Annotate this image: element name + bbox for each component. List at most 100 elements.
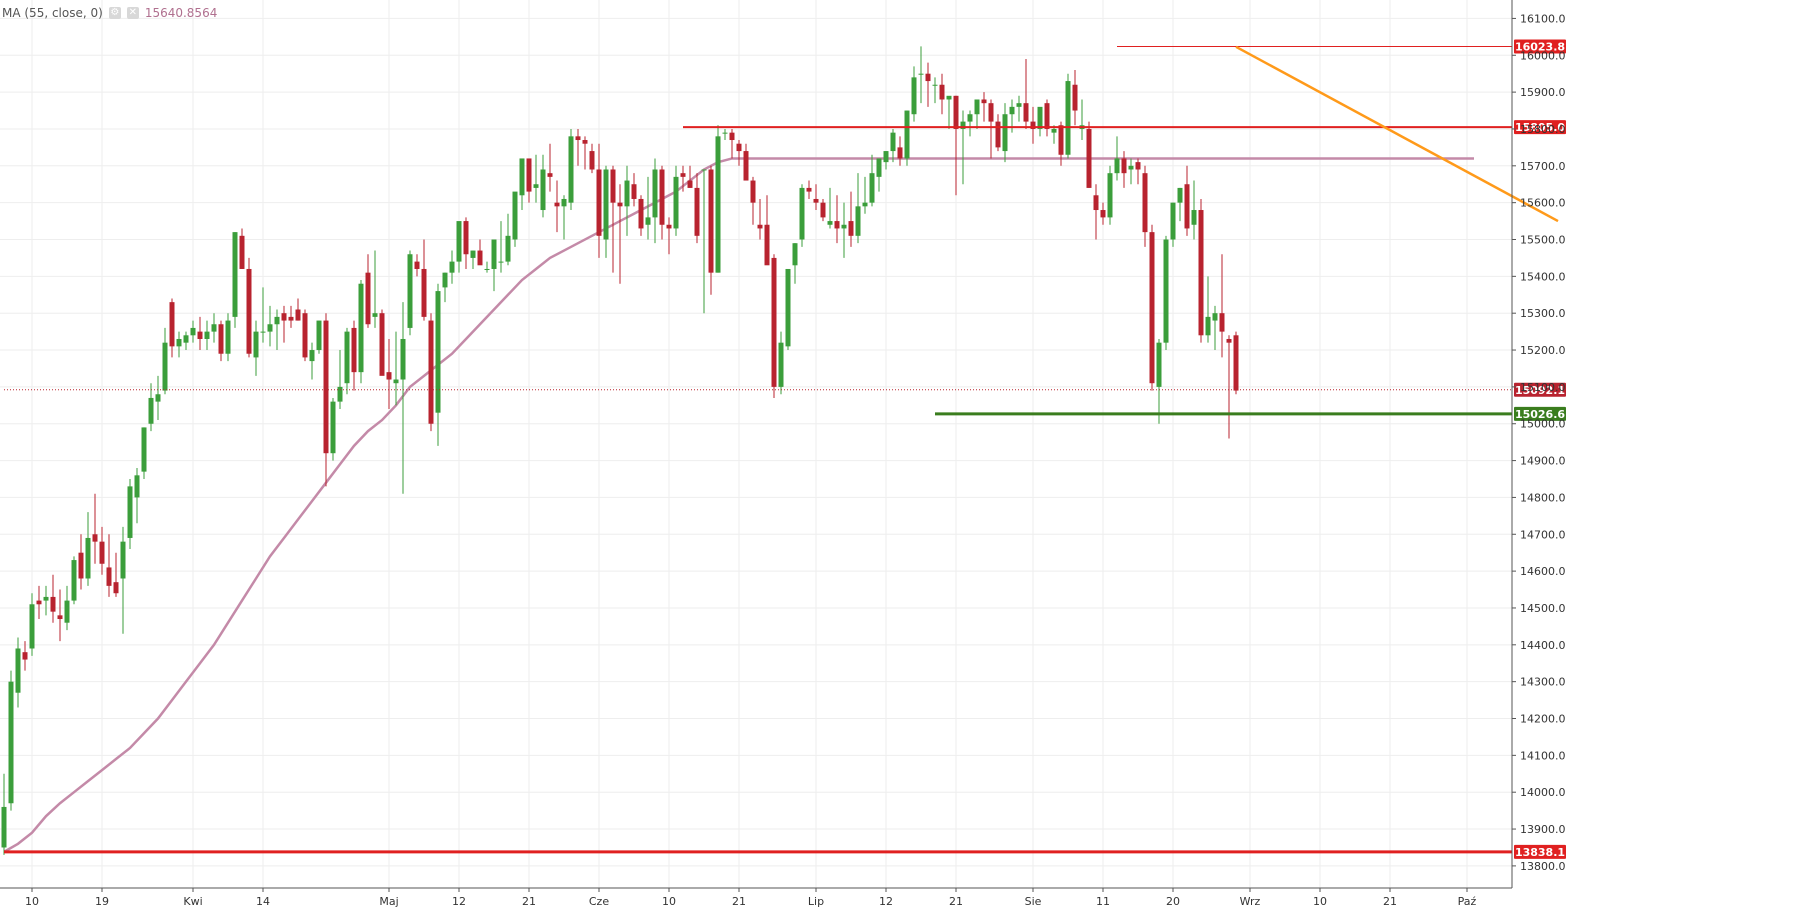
level-price-tag-r1[interactable] bbox=[1514, 39, 1566, 54]
candle-body-down bbox=[743, 151, 749, 181]
candle-body-up bbox=[722, 132, 728, 134]
time-tick-label: 21 bbox=[732, 895, 746, 908]
candle-body-up bbox=[799, 187, 805, 240]
candle-body-up bbox=[841, 224, 847, 229]
candle-body-up bbox=[232, 232, 238, 317]
candle-body-down bbox=[197, 331, 203, 339]
time-tick-label: 12 bbox=[879, 895, 893, 908]
candle-body-up bbox=[883, 151, 889, 163]
candle-body-up bbox=[1170, 202, 1176, 240]
candle-body-up bbox=[855, 206, 861, 236]
time-tick-label: 21 bbox=[1383, 895, 1397, 908]
candle-body-down bbox=[379, 313, 385, 376]
candle-body-up bbox=[1016, 103, 1022, 107]
time-tick-label: Lip bbox=[808, 895, 824, 908]
price-tick-label: 14600.0 bbox=[1520, 565, 1566, 578]
time-tick-label: 10 bbox=[25, 895, 39, 908]
candle-body-up bbox=[876, 158, 882, 177]
close-icon[interactable]: ✕ bbox=[126, 7, 139, 19]
candle-body-down bbox=[323, 320, 329, 454]
candle-body-up bbox=[778, 342, 784, 387]
candle-body-up bbox=[141, 427, 147, 472]
candle-body-down bbox=[1023, 103, 1029, 122]
level-price-tag-s1[interactable] bbox=[1514, 406, 1566, 421]
candle-body-down bbox=[428, 320, 434, 424]
candle-body-down bbox=[596, 169, 602, 236]
candle-body-down bbox=[750, 180, 756, 203]
candle-body-down bbox=[680, 173, 686, 177]
candle-body-down bbox=[246, 268, 252, 354]
trendline[interactable] bbox=[1235, 45, 1559, 223]
candle-body-down bbox=[113, 582, 119, 594]
candle-body-down bbox=[666, 224, 672, 229]
candle-body-up bbox=[470, 250, 476, 258]
time-tick-label: 20 bbox=[1166, 895, 1180, 908]
horizontal-levels[interactable]: 16023.8 15805.0 15092.1 15026.6 13838.1 bbox=[4, 39, 1566, 859]
candle-body-up bbox=[1037, 106, 1043, 129]
candle-body-up bbox=[1177, 187, 1183, 203]
candle-body-up bbox=[1212, 313, 1218, 321]
candle-body-up bbox=[890, 132, 896, 152]
candle-body-up bbox=[603, 169, 609, 240]
level-price-tag-r2[interactable] bbox=[1514, 120, 1566, 135]
candle-body-up bbox=[120, 541, 126, 579]
time-tick-label: Paź bbox=[1458, 895, 1477, 908]
candle-body-down bbox=[386, 372, 392, 380]
price-tick-label: 14800.0 bbox=[1520, 491, 1566, 504]
candle-body-up bbox=[176, 338, 182, 347]
candle-body-up bbox=[792, 243, 798, 266]
time-axis[interactable]: 10 19 Kwi 14 Maj 12 21 Cze 10 21 Lip 12 21 Sie 11 20 Wrz… bbox=[0, 887, 1512, 908]
candle-body-down bbox=[1198, 210, 1204, 336]
candle-body-up bbox=[71, 560, 77, 601]
candle-body-up bbox=[1128, 165, 1134, 170]
indicator-name: MA (55, close, 0) bbox=[2, 6, 103, 20]
candle-body-up bbox=[337, 386, 343, 402]
price-tick-label: 13900.0 bbox=[1520, 823, 1566, 836]
candle-body-up bbox=[568, 136, 574, 203]
candle-body-down bbox=[1030, 121, 1036, 129]
level-price-tag-last[interactable] bbox=[1514, 382, 1566, 397]
candle-body-down bbox=[820, 202, 826, 218]
candle-body-down bbox=[281, 313, 287, 321]
price-tick-label: 14900.0 bbox=[1520, 455, 1566, 468]
candle-body-down bbox=[729, 132, 735, 141]
candle-body-up bbox=[260, 331, 266, 333]
candle-body-up bbox=[64, 600, 70, 623]
gear-icon[interactable]: ⚙ bbox=[108, 7, 121, 19]
price-tick-label: 14100.0 bbox=[1520, 749, 1566, 762]
price-tick-label: 15300.0 bbox=[1520, 307, 1566, 320]
candle-body-down bbox=[764, 224, 770, 266]
time-tick-label: 11 bbox=[1096, 895, 1110, 908]
candle-body-up bbox=[400, 338, 406, 380]
candle-body-up bbox=[512, 191, 518, 240]
candle-body-up bbox=[911, 77, 917, 115]
candle-body-down bbox=[953, 95, 959, 129]
time-tick-label: Sie bbox=[1025, 895, 1042, 908]
candle-body-down bbox=[694, 187, 700, 236]
price-tick-label: 14000.0 bbox=[1520, 786, 1566, 799]
candle-body-down bbox=[1219, 313, 1225, 332]
candle-body-down bbox=[78, 552, 84, 579]
candle-body-up bbox=[946, 95, 952, 100]
candle-body-up bbox=[316, 320, 322, 351]
candle-body-up bbox=[211, 324, 217, 332]
candle-body-down bbox=[1233, 335, 1239, 391]
time-tick-label: Maj bbox=[379, 895, 398, 908]
candle-body-up bbox=[330, 401, 336, 454]
time-tick-label: 21 bbox=[522, 895, 536, 908]
candle-body-up bbox=[407, 254, 413, 328]
time-tick-label: 10 bbox=[662, 895, 676, 908]
time-tick-label: Kwi bbox=[183, 895, 202, 908]
candle-body-up bbox=[456, 221, 462, 262]
candle-body-down bbox=[897, 147, 903, 159]
candle-body-up bbox=[1, 806, 7, 848]
time-tick-label: 10 bbox=[1313, 895, 1327, 908]
trendline-segment[interactable] bbox=[1235, 45, 1559, 223]
level-price-tag-s2[interactable] bbox=[1514, 844, 1566, 859]
candle-body-up bbox=[484, 268, 490, 270]
candle-body-up bbox=[862, 202, 868, 207]
level-price-label-last: 15092.1 bbox=[1515, 384, 1565, 397]
price-axis[interactable]: 13800.0 13900.0 14000.0 14100.0 14200.0 14300… bbox=[1511, 0, 1566, 888]
candle-body-down bbox=[99, 541, 105, 564]
